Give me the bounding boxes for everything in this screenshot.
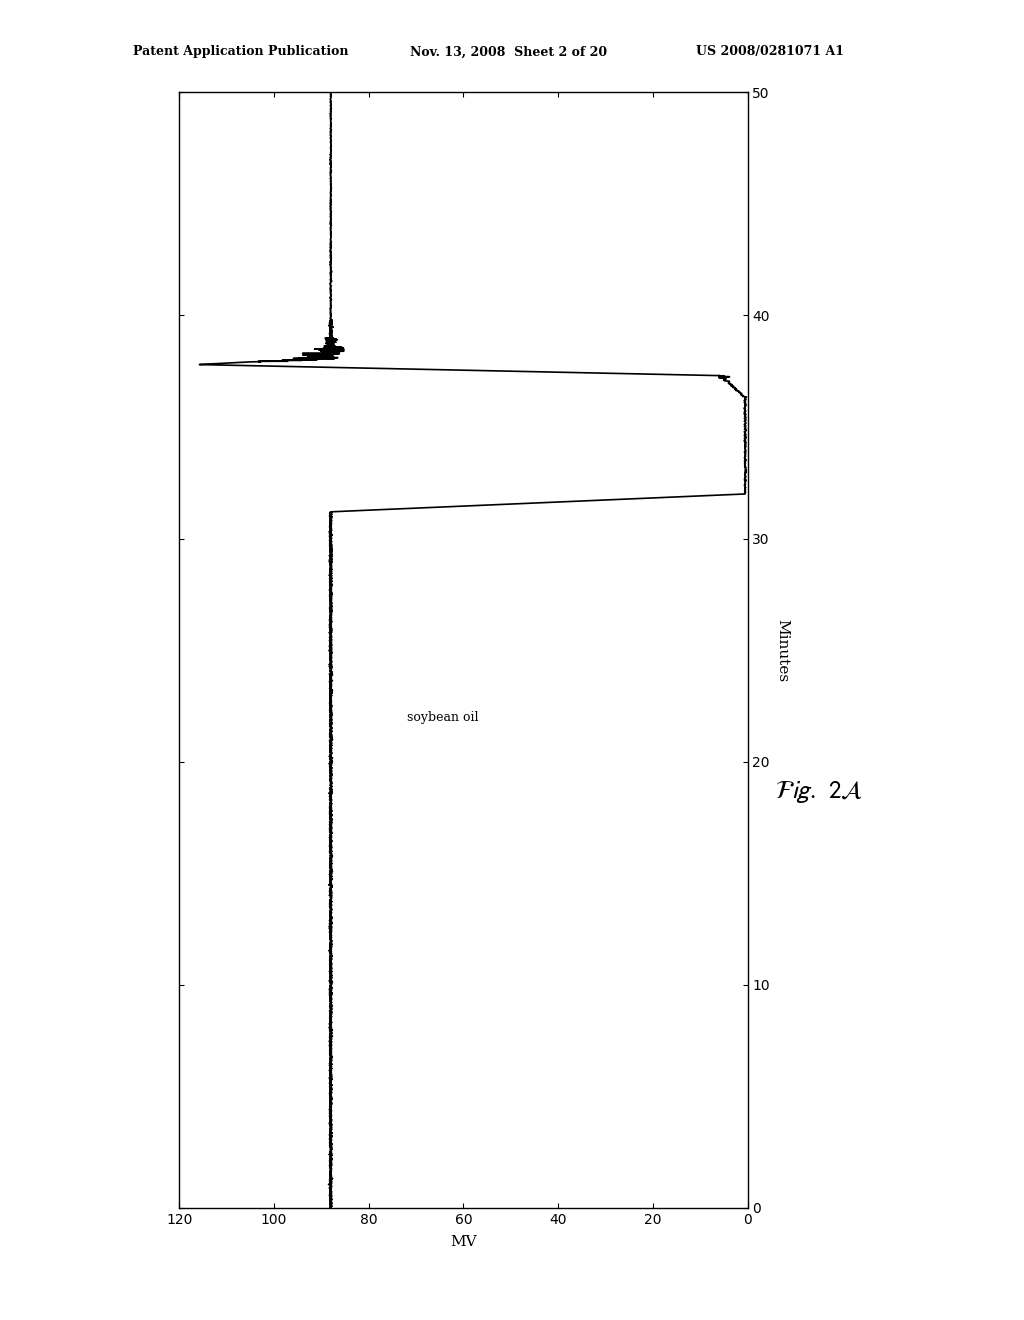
Text: Patent Application Publication: Patent Application Publication [133, 45, 348, 58]
Text: US 2008/0281071 A1: US 2008/0281071 A1 [696, 45, 845, 58]
Text: Nov. 13, 2008  Sheet 2 of 20: Nov. 13, 2008 Sheet 2 of 20 [410, 45, 607, 58]
X-axis label: MV: MV [450, 1236, 477, 1249]
Y-axis label: Minutes: Minutes [775, 619, 790, 681]
Text: soybean oil: soybean oil [407, 710, 478, 723]
Text: $\mathcal{Fig.\ 2A}$: $\mathcal{Fig.\ 2A}$ [775, 779, 863, 805]
